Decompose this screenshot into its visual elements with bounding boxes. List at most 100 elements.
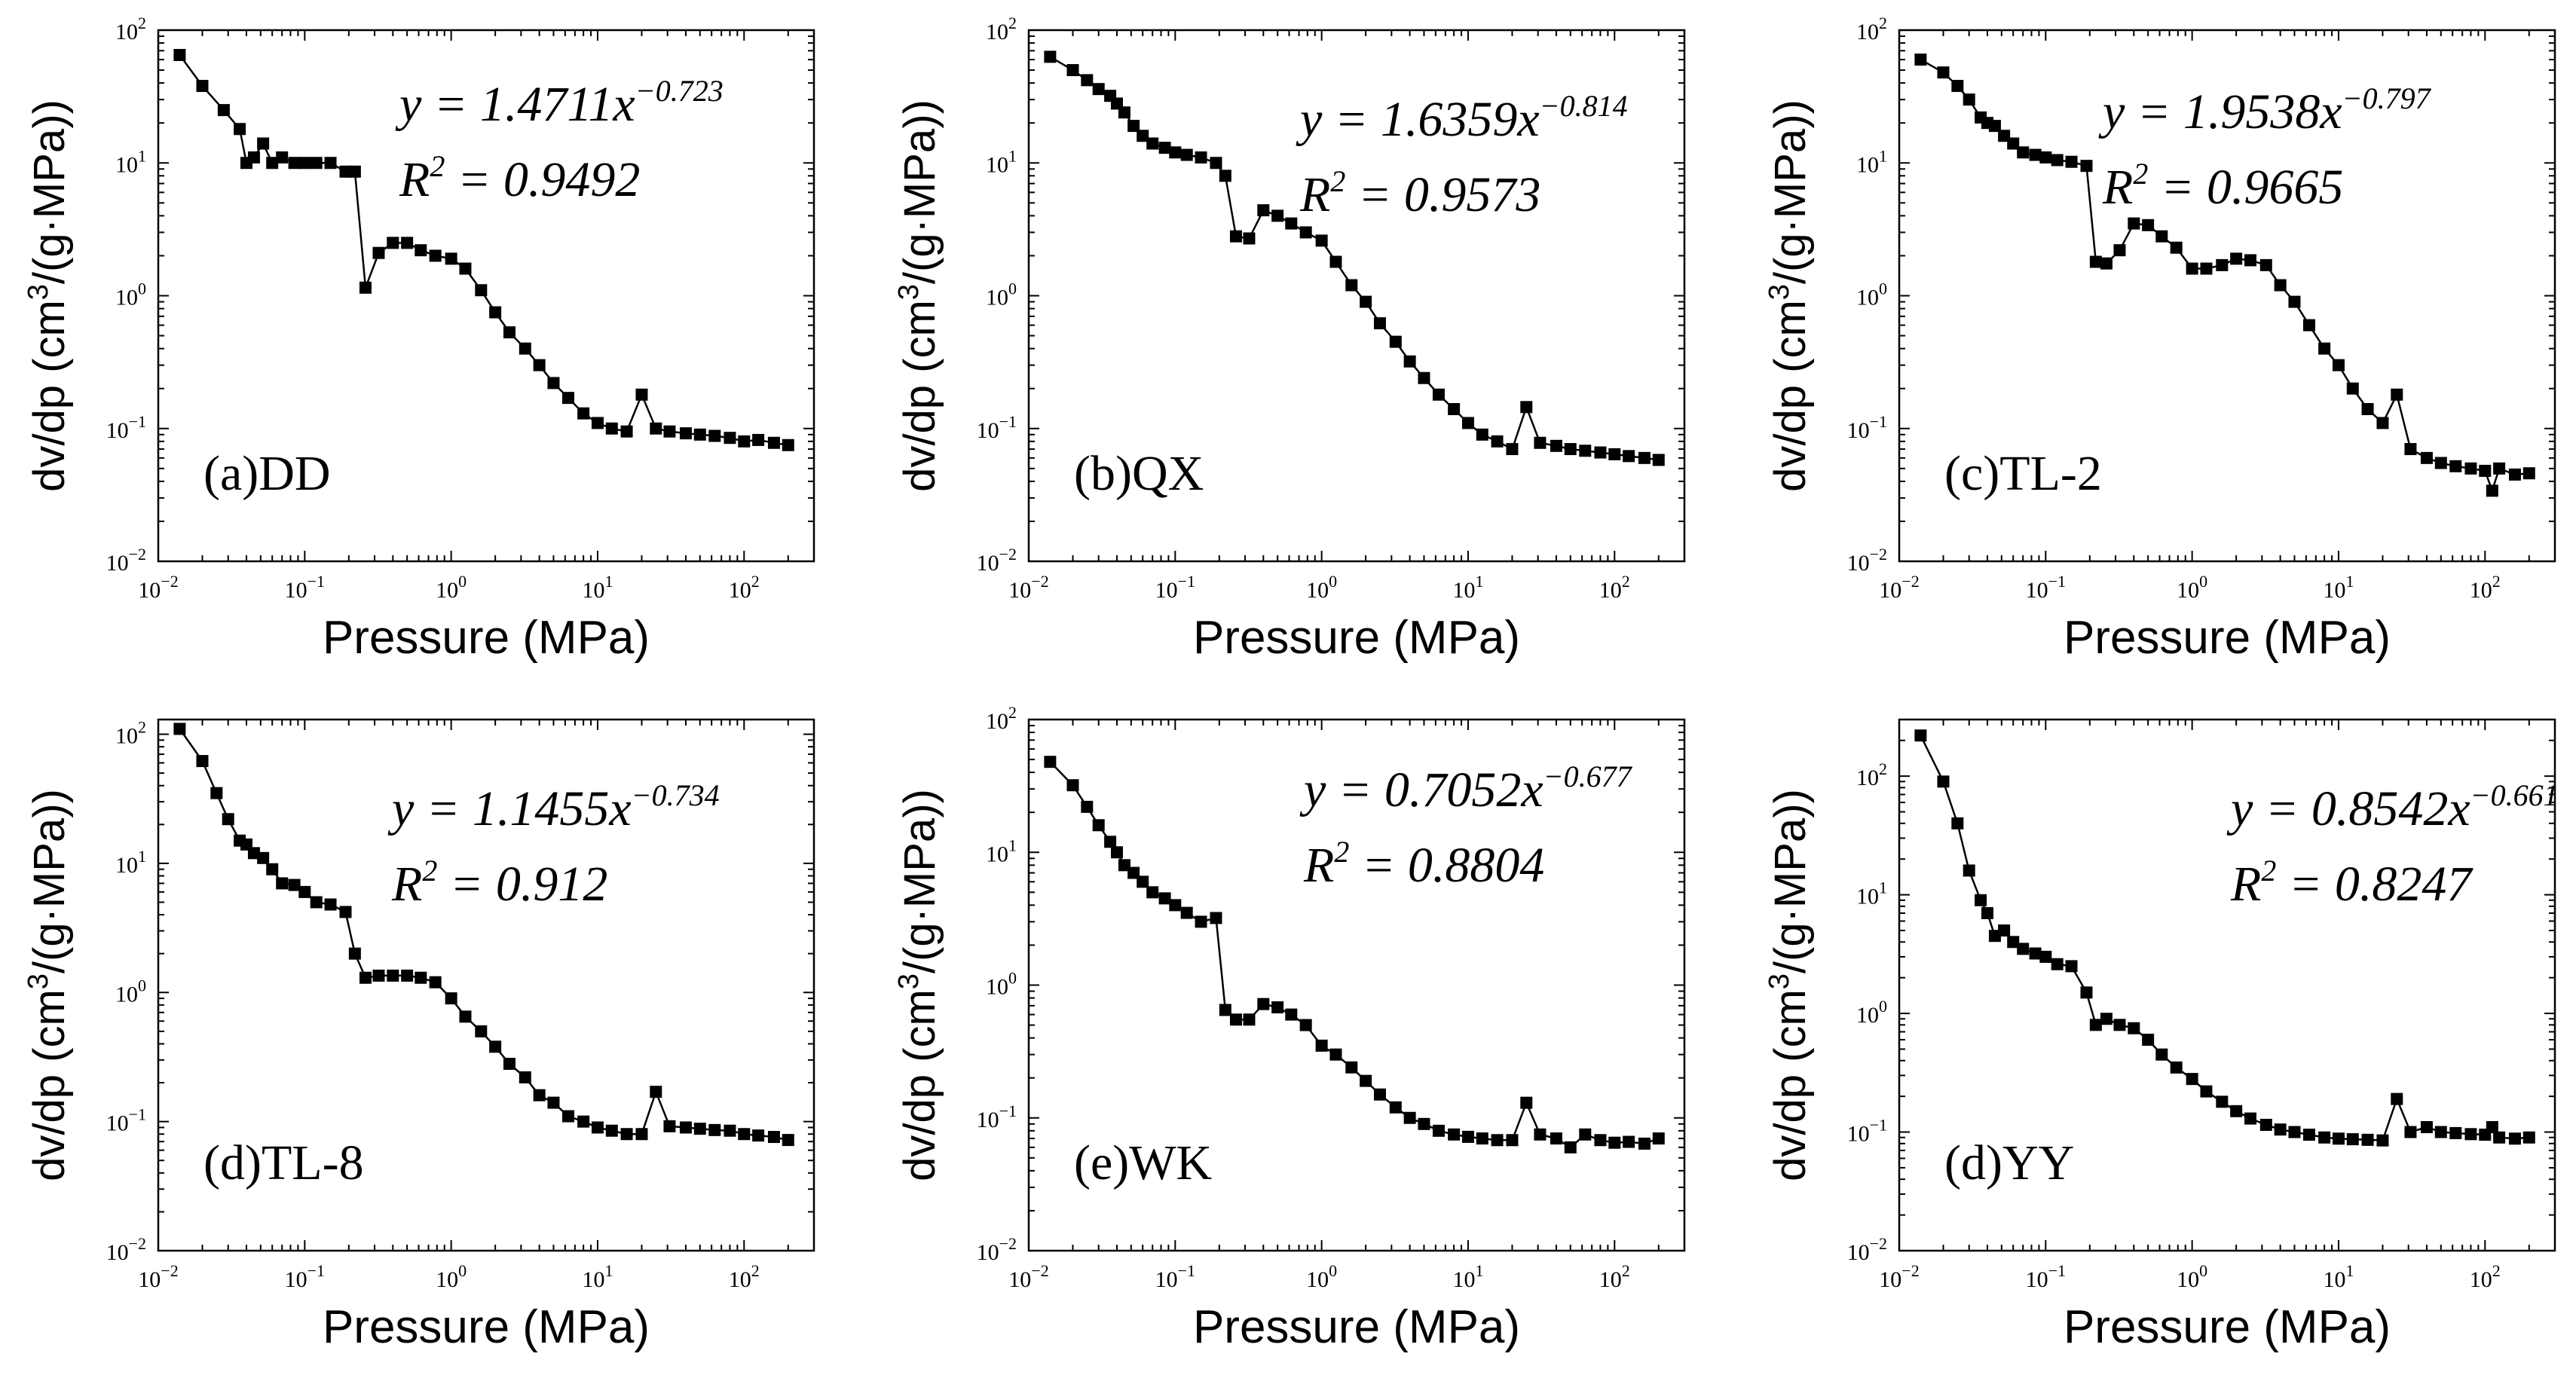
data-point	[2332, 359, 2345, 371]
y-tick-label: 10−1	[977, 1102, 1017, 1132]
data-point	[210, 787, 223, 799]
data-point	[1137, 875, 1149, 888]
data-point	[1608, 1136, 1621, 1149]
data-point	[2080, 986, 2093, 999]
data-point	[2230, 252, 2243, 265]
chart-panel-4: 10−2 10−1 100 101 102 10−2 10−1 100 101 102 y = 1.…	[23, 718, 815, 1353]
data-point	[2302, 319, 2315, 332]
data-point	[288, 878, 301, 891]
data-point	[1534, 1128, 1547, 1141]
fit-r-squared: R2 = 0.9665	[2102, 157, 2343, 215]
data-point	[1345, 279, 1358, 292]
data-point	[1315, 234, 1328, 247]
fit-r-squared: R2 = 0.8804	[1303, 835, 1544, 893]
y-axis-label: dv/dp (cm3/(g·MPa))	[1764, 789, 1815, 1181]
data-point	[2376, 1134, 2389, 1147]
data-point	[445, 992, 457, 1005]
series-line	[1049, 761, 1660, 1149]
data-point	[1448, 402, 1461, 415]
data-point	[2100, 1013, 2113, 1025]
data-point	[2113, 1019, 2126, 1031]
y-tick-label: 100	[1856, 997, 1887, 1028]
data-point	[217, 104, 230, 117]
data-point	[1652, 1132, 1665, 1145]
data-point	[475, 284, 488, 297]
data-point	[1579, 445, 1592, 457]
data-point	[359, 971, 372, 984]
fit-equation: y = 1.6359x−0.814	[1296, 89, 1628, 147]
data-point	[2493, 1131, 2506, 1144]
data-point	[1285, 217, 1298, 230]
data-point	[1491, 1134, 1504, 1147]
data-point	[1066, 64, 1079, 77]
data-point	[1066, 779, 1079, 792]
data-point	[1195, 915, 1207, 928]
x-tick-label: 101	[1452, 1261, 1483, 1292]
data-point	[2346, 382, 2359, 395]
data-point	[2464, 1128, 2477, 1141]
data-point	[2065, 960, 2078, 973]
data-point	[247, 151, 260, 163]
x-tick-label: 10−1	[285, 1261, 325, 1292]
data-point	[257, 137, 270, 150]
x-axis-label: Pressure (MPa)	[1193, 1301, 1520, 1353]
data-point	[1169, 899, 1182, 912]
data-point	[359, 281, 372, 294]
data-point	[298, 157, 311, 170]
y-tick-label: 10−2	[106, 1234, 146, 1265]
y-tick-label: 102	[986, 14, 1017, 44]
data-point	[2216, 258, 2229, 271]
data-point	[2039, 950, 2052, 963]
data-point	[2493, 462, 2506, 475]
data-point	[2051, 958, 2064, 970]
data-point	[1243, 232, 1256, 245]
data-point	[561, 1110, 574, 1123]
data-point	[1506, 1134, 1519, 1147]
data-point	[257, 851, 270, 864]
data-point	[2170, 1061, 2183, 1074]
y-tick-label: 10−2	[106, 545, 146, 576]
data-point	[2155, 1048, 2168, 1061]
data-point	[2029, 148, 2042, 161]
y-tick-label: 100	[115, 280, 146, 310]
data-point	[2449, 1126, 2462, 1139]
data-point	[445, 252, 457, 265]
data-point	[1418, 371, 1430, 384]
data-point	[2089, 255, 2102, 268]
y-tick-label: 102	[1856, 14, 1887, 44]
data-point	[2404, 443, 2417, 456]
data-point	[489, 1040, 502, 1053]
fit-equation: y = 1.9538x−0.797	[2098, 81, 2432, 139]
data-point	[503, 1058, 516, 1071]
data-point	[2420, 1121, 2433, 1134]
data-point	[2128, 1022, 2140, 1034]
data-point	[1988, 930, 2001, 943]
data-point	[1360, 295, 1372, 308]
data-point	[724, 432, 736, 445]
y-tick-label: 100	[1856, 280, 1887, 310]
x-axis-label: Pressure (MPa)	[1193, 612, 1520, 664]
data-point	[1219, 1004, 1231, 1016]
data-point	[1104, 836, 1117, 848]
data-point	[782, 1134, 794, 1147]
data-point	[2479, 464, 2492, 477]
x-tick-label: 100	[436, 1261, 467, 1292]
data-point	[1315, 1039, 1328, 1052]
data-point	[1271, 1001, 1284, 1014]
y-tick-label: 10−1	[1847, 412, 1887, 443]
axes-frame	[1898, 718, 2556, 1252]
data-point	[561, 392, 574, 405]
data-point	[1988, 120, 2001, 133]
data-point	[1137, 130, 1149, 142]
data-point	[2486, 484, 2498, 497]
data-point	[2007, 137, 2020, 150]
data-point	[173, 48, 186, 61]
data-point	[2449, 460, 2462, 472]
data-point	[1285, 1008, 1298, 1021]
data-point	[2244, 254, 2256, 267]
data-point	[752, 1129, 765, 1142]
panel-label: (d)TL-8	[203, 1135, 364, 1190]
data-point	[348, 947, 361, 960]
data-point	[547, 377, 560, 390]
chart-panel-5: 10−2 10−1 100 101 102 10−2 10−1 100 101 102 y = 0.…	[893, 703, 1686, 1353]
